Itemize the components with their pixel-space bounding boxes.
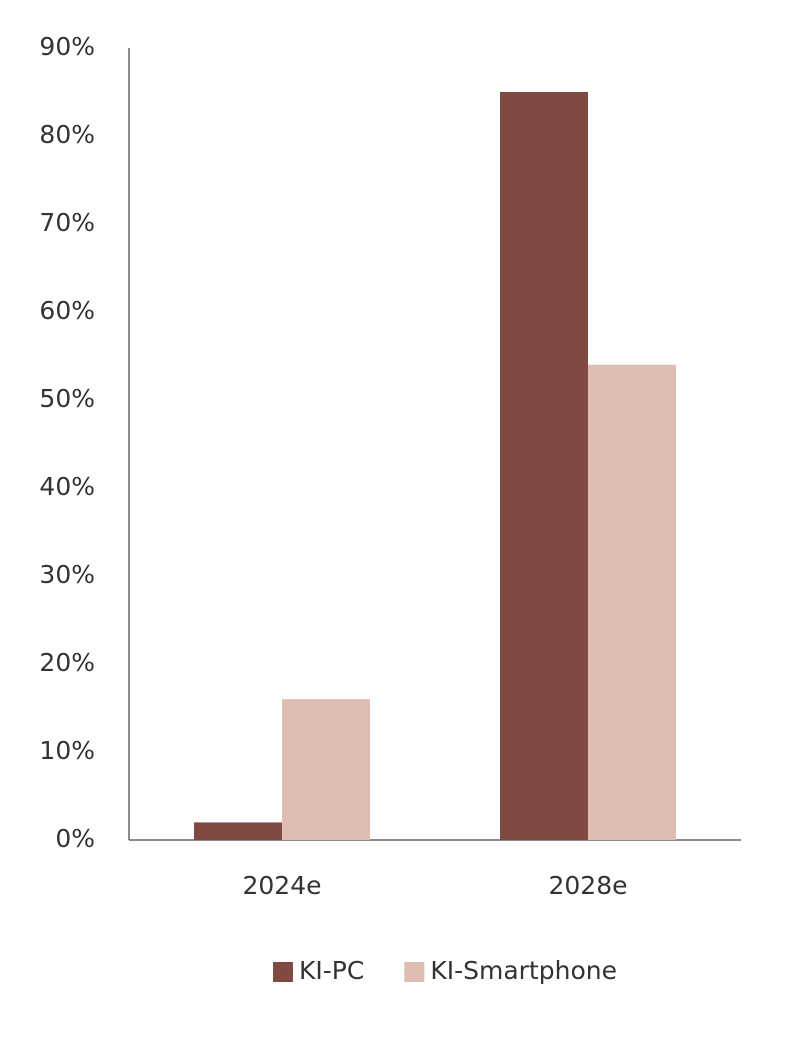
bar — [282, 699, 370, 840]
bar — [194, 822, 282, 840]
y-tick-label: 80% — [39, 120, 95, 149]
y-tick-label: 50% — [39, 384, 95, 413]
legend-label: KI-Smartphone — [430, 956, 617, 985]
bar — [588, 364, 676, 840]
y-tick-label: 20% — [39, 648, 95, 677]
y-tick-label: 10% — [39, 736, 95, 765]
legend-swatch — [273, 962, 294, 982]
y-tick-label: 0% — [55, 824, 95, 853]
bar — [500, 92, 588, 840]
y-tick-label: 60% — [39, 296, 95, 325]
legend-swatch — [404, 962, 425, 982]
legend-label: KI-PC — [299, 956, 364, 985]
y-tick-label: 40% — [39, 472, 95, 501]
y-tick-label: 70% — [39, 208, 95, 237]
y-tick-label: 30% — [39, 560, 95, 589]
x-tick-label: 2028e — [548, 871, 627, 900]
x-tick-label: 2024e — [242, 871, 321, 900]
y-tick-label: 90% — [39, 32, 95, 61]
